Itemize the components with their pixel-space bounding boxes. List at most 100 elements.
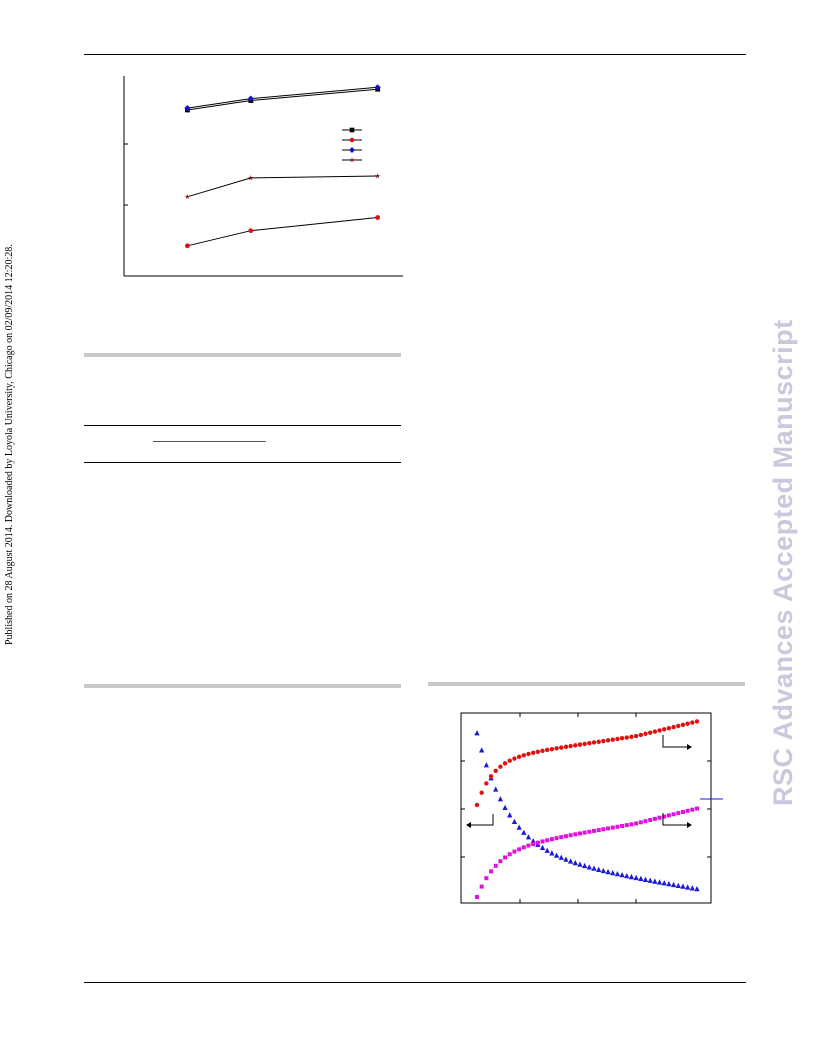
figure-2-scatter-chart xyxy=(460,712,723,904)
chart2-data-point xyxy=(694,719,700,724)
chart2-data-point xyxy=(540,839,545,844)
chart2-data-point xyxy=(474,802,480,808)
table-bottom-rule xyxy=(84,462,401,463)
header-rule xyxy=(84,54,746,55)
chart2-data-point xyxy=(676,811,681,816)
arrow-right-bottom-head xyxy=(687,822,692,828)
chart2-data-point xyxy=(511,818,518,825)
chart2-data-point xyxy=(503,855,508,860)
chart2-data-point xyxy=(634,821,639,826)
chart2-data-point xyxy=(512,756,517,761)
chart2-data-point xyxy=(671,812,676,817)
chart2-data-point xyxy=(657,815,662,820)
chart2-data-point xyxy=(629,822,634,827)
chart2-data-point xyxy=(605,738,611,743)
chart2-frame xyxy=(460,712,712,904)
chart2-data-point xyxy=(666,725,672,731)
chart1-series-line xyxy=(187,217,378,247)
chart2-data-point xyxy=(475,895,479,899)
chart2-data-point xyxy=(568,833,573,838)
chart2-data-point xyxy=(596,739,601,744)
chart2-data-point xyxy=(502,761,508,766)
chart2-data-point xyxy=(535,840,540,845)
chart2-data-point xyxy=(605,868,611,875)
chart2-data-point xyxy=(648,818,653,823)
chart2-data-point xyxy=(521,753,527,758)
chart2-data-point xyxy=(666,881,672,887)
chart2-data-point xyxy=(606,826,611,831)
chart1-series-line xyxy=(187,175,378,198)
chart2-data-point xyxy=(601,827,606,832)
chart2-data-point xyxy=(638,732,644,738)
chart2-data-point xyxy=(507,852,512,857)
footer-rule xyxy=(84,982,746,983)
chart2-data-point xyxy=(573,832,578,837)
chart2-data-point xyxy=(484,876,489,881)
chart1-series-line xyxy=(187,88,378,111)
chart2-data-point xyxy=(549,746,555,752)
chart2-data-point xyxy=(484,781,489,786)
table-top-rule xyxy=(84,353,401,357)
chart2-data-point xyxy=(563,744,569,750)
chart2-data-point xyxy=(498,764,503,769)
chart2-data-point xyxy=(587,829,592,834)
chart2-data-point xyxy=(586,864,592,870)
chart2-data-point xyxy=(666,813,671,818)
chart2-data-point xyxy=(512,849,517,854)
chart2-data-point xyxy=(507,812,513,818)
chart2-data-point xyxy=(497,796,504,802)
chart2-data-point xyxy=(624,872,630,879)
chart2-data-point xyxy=(493,786,499,792)
table-subheader-rule xyxy=(153,441,266,442)
chart2-data-point xyxy=(657,728,662,733)
chart2-data-point xyxy=(535,749,541,755)
chart2-data-point xyxy=(521,845,526,850)
chart2-data-point xyxy=(601,738,606,744)
section-rule-left xyxy=(84,684,401,688)
chart2-data-point xyxy=(690,720,695,725)
chart2-data-point xyxy=(526,843,531,848)
chart2-data-point xyxy=(489,869,494,874)
chart2-data-point xyxy=(643,731,648,737)
arrow-left-head xyxy=(466,822,471,828)
chart2-data-point xyxy=(479,747,485,753)
chart2-data-point xyxy=(488,774,494,779)
chart2-data-point xyxy=(572,859,578,866)
chart2-data-point xyxy=(559,835,564,840)
chart2-data-point xyxy=(530,838,536,844)
chart2-data-point xyxy=(676,723,681,729)
chart2-data-point xyxy=(531,842,536,847)
chart2-data-point xyxy=(558,854,564,860)
chart1-data-point xyxy=(248,228,254,234)
chart2-data-point xyxy=(516,824,522,830)
chart2-data-point xyxy=(587,740,592,746)
chart2-data-point xyxy=(479,790,484,795)
chart2-data-point xyxy=(568,743,573,749)
chart1-data-point xyxy=(375,215,381,220)
chart2-data-point xyxy=(647,730,653,735)
arrow-left xyxy=(471,814,494,826)
chart2-data-point xyxy=(582,741,587,747)
chart2-data-point xyxy=(615,736,620,742)
chart2-data-point xyxy=(507,758,512,763)
chart2-data-point xyxy=(577,742,583,747)
chart2-data-point xyxy=(619,872,625,878)
chart2-data-point xyxy=(620,823,625,828)
chart2-data-point xyxy=(647,877,653,883)
chart2-data-point xyxy=(675,882,681,888)
chart2-data-point xyxy=(652,729,658,734)
chart2-data-point xyxy=(690,807,695,812)
chart1-data-point xyxy=(374,84,381,91)
chart2-data-point xyxy=(573,743,578,748)
chart2-data-point xyxy=(498,859,503,864)
chart2-data-point xyxy=(596,866,602,872)
arrow-right-top-head xyxy=(687,744,692,750)
chart2-data-point xyxy=(629,734,634,740)
chart2-data-point xyxy=(610,869,616,876)
chart2-data-point xyxy=(661,880,667,886)
chart1-data-point xyxy=(248,175,254,181)
chart2-data-point xyxy=(628,873,635,880)
chart2-data-point xyxy=(624,823,629,828)
chart2-data-point xyxy=(670,881,677,888)
chart2-data-point xyxy=(553,852,560,858)
